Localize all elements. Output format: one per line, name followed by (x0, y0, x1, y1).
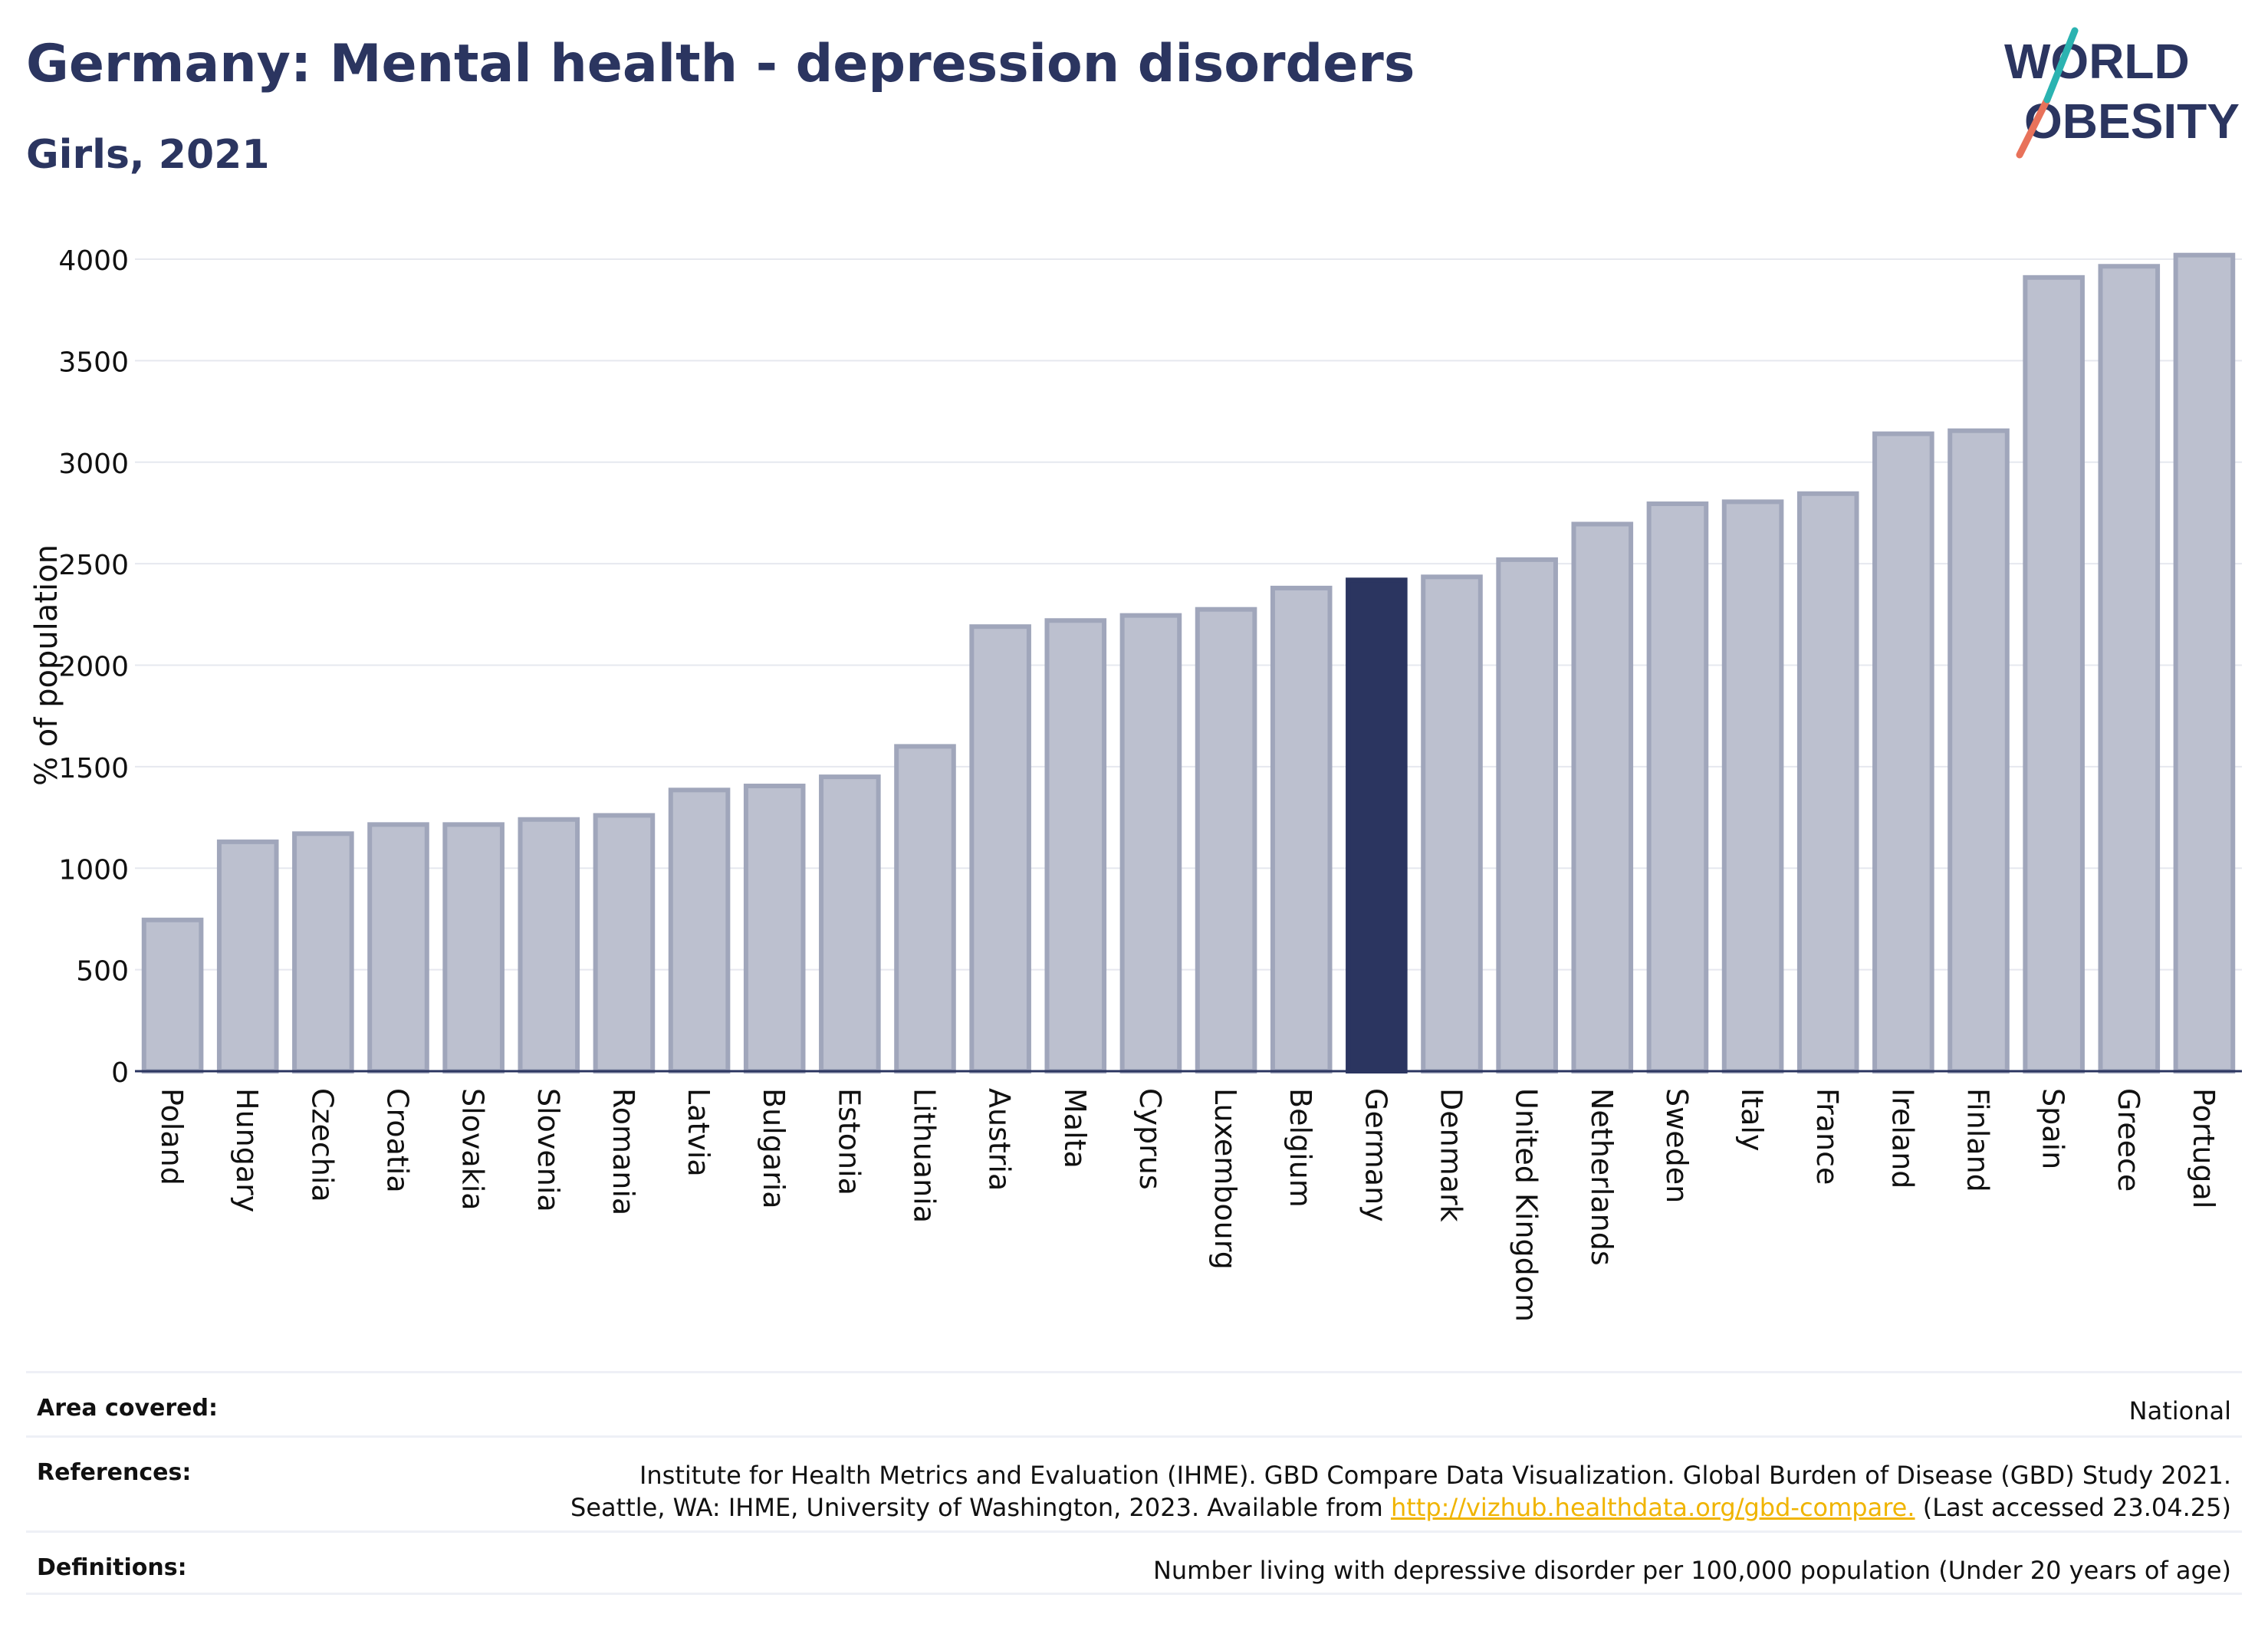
y-tick-label: 1500 (58, 753, 129, 784)
references-line2-suffix: (Last accessed 23.04.25) (1915, 1493, 2231, 1522)
references-value: Institute for Health Metrics and Evaluat… (570, 1459, 2231, 1530)
x-tick-label: Sweden (1660, 1088, 1694, 1203)
bar-italy (1721, 499, 1784, 1073)
references-label: References: (37, 1459, 192, 1486)
references-line2-prefix: Seattle, WA: IHME, University of Washing… (570, 1493, 1391, 1522)
x-tick-label: Germany (1359, 1088, 1392, 1222)
y-tick-label: 3000 (58, 449, 129, 480)
bar-croatia (367, 822, 429, 1073)
bar-poland (141, 917, 204, 1073)
bar-united-kingdom (1496, 557, 1558, 1073)
bar-netherlands (1571, 521, 1634, 1073)
logo-slash-red (2016, 96, 2051, 159)
world-obesity-logo: WORLD OBESITY (2004, 27, 2240, 159)
x-tick-label: Netherlands (1585, 1088, 1619, 1266)
y-tick-label: 3500 (58, 347, 129, 378)
bar-cyprus (1119, 613, 1182, 1073)
x-tick-label: Cyprus (1133, 1088, 1167, 1190)
logo-slash-teal (2043, 27, 2079, 104)
bar-finland (1948, 428, 2010, 1073)
x-tick-label: Estonia (832, 1088, 866, 1195)
bar-portugal (2173, 252, 2236, 1074)
x-tick-label: United Kingdom (1510, 1088, 1543, 1322)
bar-czechia (292, 831, 354, 1074)
bar-france (1796, 491, 1859, 1073)
definitions-value: Number living with depressive disorder p… (1152, 1556, 2231, 1585)
logo-line1: WORLD (2004, 34, 2190, 89)
bar-greece (2098, 264, 2161, 1073)
x-tick-label: Finland (1961, 1088, 1995, 1192)
x-tick-label: Austria (983, 1088, 1017, 1191)
bar-spain (2023, 275, 2085, 1073)
x-tick-label: Portugal (2187, 1088, 2220, 1208)
bar-bulgaria (743, 784, 806, 1073)
x-tick-label: Slovakia (456, 1088, 490, 1211)
y-tick-label: 500 (76, 956, 129, 988)
x-tick-label: Romania (606, 1088, 640, 1215)
chart-title: Germany: Mental health - depression diso… (26, 34, 1415, 94)
area-label: Area covered: (37, 1395, 218, 1422)
bar-denmark (1421, 574, 1483, 1073)
x-tick-label: Slovenia (531, 1088, 565, 1212)
x-tick-label: France (1810, 1088, 1844, 1185)
bar-luxembourg (1195, 607, 1257, 1073)
bar-germany (1346, 577, 1408, 1073)
x-tick-label: Poland (155, 1088, 189, 1185)
y-axis-ticks: 0 500 1000 1500 2000 2500 3000 3500 4000 (58, 245, 129, 1089)
bar-sweden (1646, 501, 1709, 1073)
y-tick-label: 1000 (58, 854, 129, 886)
bar-slovakia (442, 822, 505, 1073)
x-tick-label: Italy (1735, 1088, 1769, 1151)
bars (141, 252, 2236, 1074)
definitions-label: Definitions: (37, 1554, 187, 1581)
y-tick-label: 4000 (58, 245, 129, 277)
x-tick-label: Denmark (1435, 1088, 1468, 1222)
x-tick-label: Greece (2112, 1088, 2145, 1192)
info-row-references: References: Institute for Health Metrics… (26, 1435, 2242, 1530)
bar-ireland (1872, 431, 1934, 1073)
y-tick-label: 2500 (58, 550, 129, 581)
x-tick-label: Bulgaria (757, 1088, 791, 1209)
bar-estonia (819, 774, 881, 1073)
x-axis-labels: Poland Hungary Czechia Croatia Slovakia Slove… (155, 1088, 2220, 1322)
x-tick-label: Luxembourg (1208, 1088, 1242, 1270)
x-tick-label: Czechia (305, 1088, 339, 1202)
x-tick-label: Spain (2036, 1088, 2070, 1169)
info-table: Area covered: National References: Insti… (26, 1371, 2242, 1595)
info-row-area: Area covered: National (26, 1371, 2242, 1435)
bar-chart: 0 500 1000 1500 2000 2500 3000 3500 4000 Poland H… (29, 245, 2242, 1322)
x-tick-label: Belgium (1284, 1088, 1317, 1208)
bar-belgium (1270, 585, 1333, 1073)
bar-austria (969, 624, 1031, 1073)
x-tick-label: Malta (1058, 1088, 1092, 1169)
area-value: National (2128, 1396, 2231, 1425)
bar-malta (1044, 618, 1107, 1073)
references-line1: Institute for Health Metrics and Evaluat… (639, 1461, 2231, 1490)
y-axis-label: % of population (29, 544, 64, 786)
x-tick-label: Croatia (381, 1088, 415, 1193)
bar-latvia (668, 787, 731, 1074)
info-row-definitions: Definitions: Number living with depressi… (26, 1530, 2242, 1595)
logo-line2: OBESITY (2024, 94, 2240, 149)
x-tick-label: Latvia (682, 1088, 715, 1177)
x-tick-label: Hungary (230, 1088, 264, 1212)
chart-subtitle: Girls, 2021 (26, 132, 270, 178)
bar-romania (593, 813, 656, 1074)
references-link[interactable]: http://vizhub.healthdata.org/gbd-compare… (1390, 1493, 1915, 1522)
y-tick-label: 2000 (58, 652, 129, 683)
bar-slovenia (518, 817, 580, 1073)
bar-hungary (216, 839, 279, 1074)
x-tick-label: Lithuania (908, 1088, 942, 1223)
y-tick-label: 0 (111, 1057, 129, 1089)
bar-lithuania (894, 744, 956, 1074)
x-tick-label: Ireland (1885, 1088, 1919, 1189)
